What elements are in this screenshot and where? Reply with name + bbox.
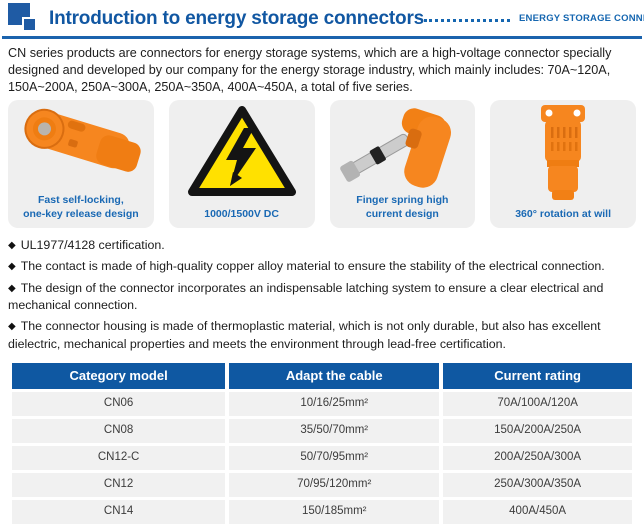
cell-cable: 70/95/120mm² (229, 472, 440, 497)
card-caption: 360° rotation at will (515, 207, 612, 220)
card-finger-spring: Finger spring high current design (329, 100, 476, 229)
finger-spring-connector-image (340, 108, 452, 189)
table-header-row: Category model Adapt the cable Current r… (12, 362, 632, 389)
feature-item: ◆ The connector housing is made of thermo… (8, 319, 601, 351)
table-row: CN12-C 50/70/95mm² 200A/250A/300A (12, 445, 632, 470)
cell-cable: 150/185mm² (229, 499, 440, 524)
cell-current: 200A/250A/300A (443, 445, 632, 470)
header-adapt-cable: Adapt the cable (229, 362, 440, 389)
cell-current: 400A/450A (443, 499, 632, 524)
overlapping-squares-icon (8, 2, 40, 35)
intro-paragraph: CN series products are connectors for en… (8, 46, 612, 95)
card-fast-self-locking: Fast self-locking, one-key release desig… (8, 100, 154, 229)
cell-model: CN06 (12, 391, 226, 416)
page-title: Introduction to energy storage connector… (49, 7, 425, 29)
diamond-bullet-icon: ◆ (8, 261, 16, 273)
cell-model: CN12-C (12, 445, 226, 470)
feature-item: ◆ The design of the connector incorporate… (8, 280, 604, 313)
spec-table: Category model Adapt the cable Current r… (8, 360, 636, 527)
elbow-connector-image (24, 109, 141, 173)
vertical-connector-image (541, 105, 586, 201)
card-caption: Fast self-locking, one-key release desig… (23, 194, 139, 220)
cell-current: 250A/300A/350A (443, 472, 632, 497)
feature-cards: Fast self-locking, one-key release desig… (8, 100, 636, 229)
header-subtitle: ENERGY STORAGE CONNECTORS (519, 13, 644, 24)
card-voltage-rating: 1000/1500V DC (168, 100, 315, 229)
table-row: CN08 35/50/70mm² 150A/200A/250A (12, 418, 632, 443)
cell-model: CN14 (12, 499, 226, 524)
card-caption: 1000/1500V DC (204, 207, 279, 220)
table-row: CN12 70/95/120mm² 250A/300A/350A (12, 472, 632, 497)
cell-model: CN12 (12, 472, 226, 497)
feature-list: ◆ UL1977/4128 certification. ◆ The contact… (8, 237, 636, 353)
cell-current: 70A/100A/120A (443, 391, 632, 416)
cell-current: 150A/200A/250A (443, 418, 632, 443)
table-row: CN14 150/185mm² 400A/450A (12, 499, 632, 524)
cell-cable: 35/50/70mm² (229, 418, 440, 443)
cell-cable: 10/16/25mm² (229, 391, 440, 416)
diamond-bullet-icon: ◆ (8, 321, 16, 333)
header-current-rating: Current rating (443, 362, 632, 389)
dotted-separator (424, 18, 511, 22)
feature-item: ◆ UL1977/4128 certification. (8, 238, 165, 253)
header-rule (2, 36, 642, 39)
page-header: Introduction to energy storage connector… (0, 0, 644, 34)
header-right: ENERGY STORAGE CONNECTORS (424, 13, 644, 24)
card-360-rotation: 360° rotation at will (490, 100, 636, 229)
high-voltage-warning-icon (187, 106, 296, 197)
cell-model: CN08 (12, 418, 226, 443)
cell-cable: 50/70/95mm² (229, 445, 440, 470)
card-caption: Finger spring high current design (356, 194, 449, 220)
header-category-model: Category model (12, 362, 226, 389)
feature-item: ◆ The contact is made of high-quality cop… (8, 259, 605, 274)
diamond-bullet-icon: ◆ (8, 240, 16, 252)
table-row: CN06 10/16/25mm² 70A/100A/120A (12, 391, 632, 416)
logo-square-small (22, 17, 37, 32)
diamond-bullet-icon: ◆ (8, 282, 16, 294)
